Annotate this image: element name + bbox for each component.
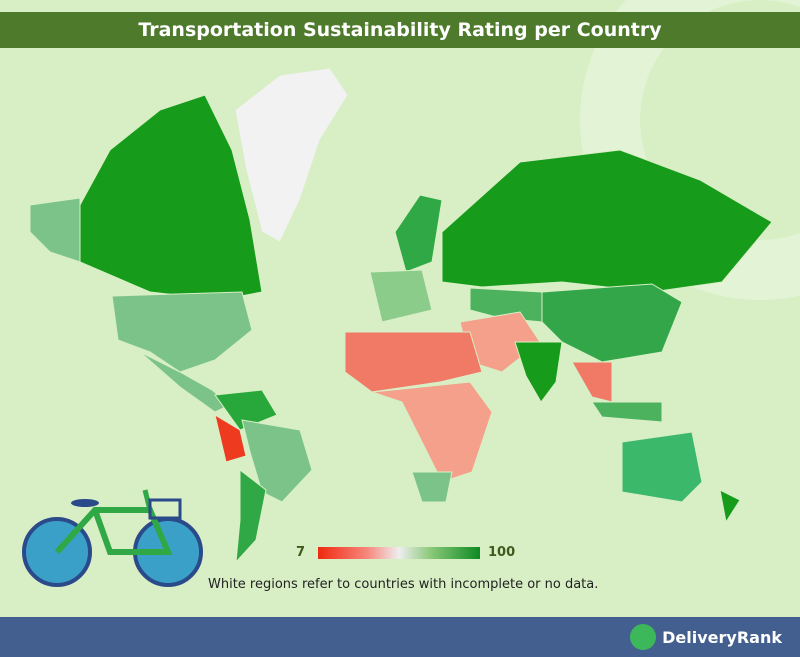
- region-greenland[interactable]: [234, 67, 349, 243]
- legend-color-scale: [318, 547, 480, 559]
- no-data-note: White regions refer to countries with in…: [208, 577, 599, 592]
- region-southeast-asia[interactable]: [571, 361, 613, 403]
- region-indonesia[interactable]: [591, 401, 663, 423]
- legend-min-label: 7: [296, 545, 306, 560]
- legend-max-label: 100: [488, 545, 516, 560]
- footer: DeliveryRank: [0, 617, 800, 657]
- region-canada[interactable]: [79, 94, 263, 301]
- region-china[interactable]: [541, 283, 683, 363]
- region-scandinavia[interactable]: [394, 194, 443, 273]
- region-peru[interactable]: [214, 413, 247, 463]
- region-southern-africa[interactable]: [411, 471, 453, 503]
- region-brazil[interactable]: [241, 419, 313, 503]
- fork-spoon-icon: [630, 624, 657, 650]
- bicycle-illustration: [22, 489, 203, 587]
- region-central-africa[interactable]: [371, 381, 493, 483]
- region-india[interactable]: [514, 341, 563, 403]
- region-southern-cone[interactable]: [235, 468, 267, 564]
- region-russia[interactable]: [441, 149, 773, 293]
- region-usa[interactable]: [111, 291, 253, 373]
- region-alaska[interactable]: [29, 197, 81, 263]
- region-north-africa[interactable]: [344, 331, 483, 393]
- region-australia[interactable]: [621, 431, 703, 503]
- page-title: Transportation Sustainability Rating per…: [0, 12, 800, 48]
- region-colombia-venezuela[interactable]: [214, 389, 278, 431]
- region-new-zealand[interactable]: [719, 489, 741, 524]
- region-western-europe[interactable]: [369, 269, 433, 323]
- brand-logo[interactable]: DeliveryRank: [630, 624, 782, 650]
- brand-name: DeliveryRank: [662, 627, 782, 647]
